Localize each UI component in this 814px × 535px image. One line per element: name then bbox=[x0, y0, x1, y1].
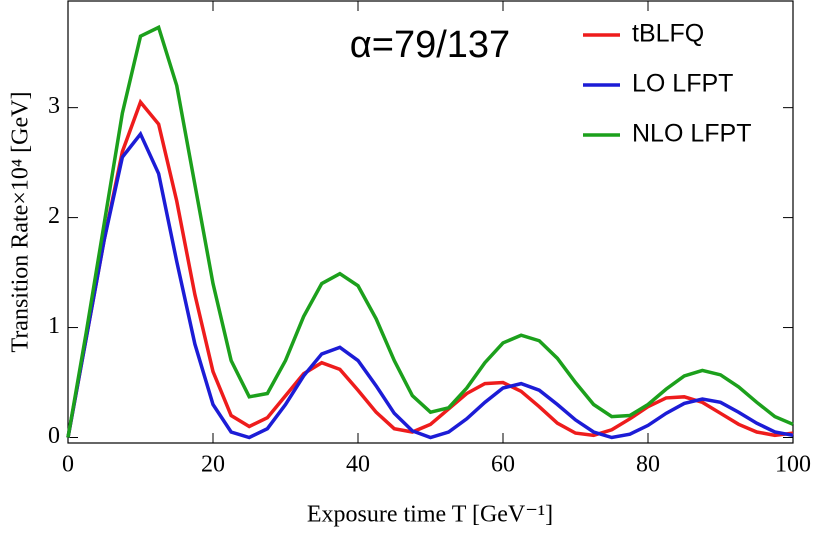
x-tick-label: 60 bbox=[491, 452, 515, 478]
y-tick-label: 0 bbox=[48, 423, 60, 449]
plot-frame bbox=[67, 0, 794, 444]
line-series bbox=[66, 24, 794, 438]
legend-label: LO LFPT bbox=[632, 70, 733, 98]
x-axis-label: Exposure time T [GeV⁻¹] bbox=[307, 502, 553, 528]
y-axis-label: Transition Rate×10⁴ [GeV] bbox=[8, 92, 34, 353]
legend-label: NLO LFPT bbox=[632, 120, 751, 148]
annotation: α=79/137 bbox=[350, 24, 510, 66]
x-tick-label: 100 bbox=[775, 452, 811, 478]
x-tick-label: 40 bbox=[346, 452, 370, 478]
x-tick-label: 0 bbox=[62, 452, 74, 478]
line-series bbox=[66, 98, 794, 438]
x-tick-label: 80 bbox=[636, 452, 660, 478]
y-tick-label: 1 bbox=[48, 313, 60, 339]
legend-label: tBLFQ bbox=[632, 20, 704, 48]
y-tick-label: 3 bbox=[48, 93, 60, 119]
y-tick-label: 2 bbox=[48, 203, 60, 229]
line-series bbox=[66, 130, 794, 440]
x-tick-label: 20 bbox=[201, 452, 225, 478]
